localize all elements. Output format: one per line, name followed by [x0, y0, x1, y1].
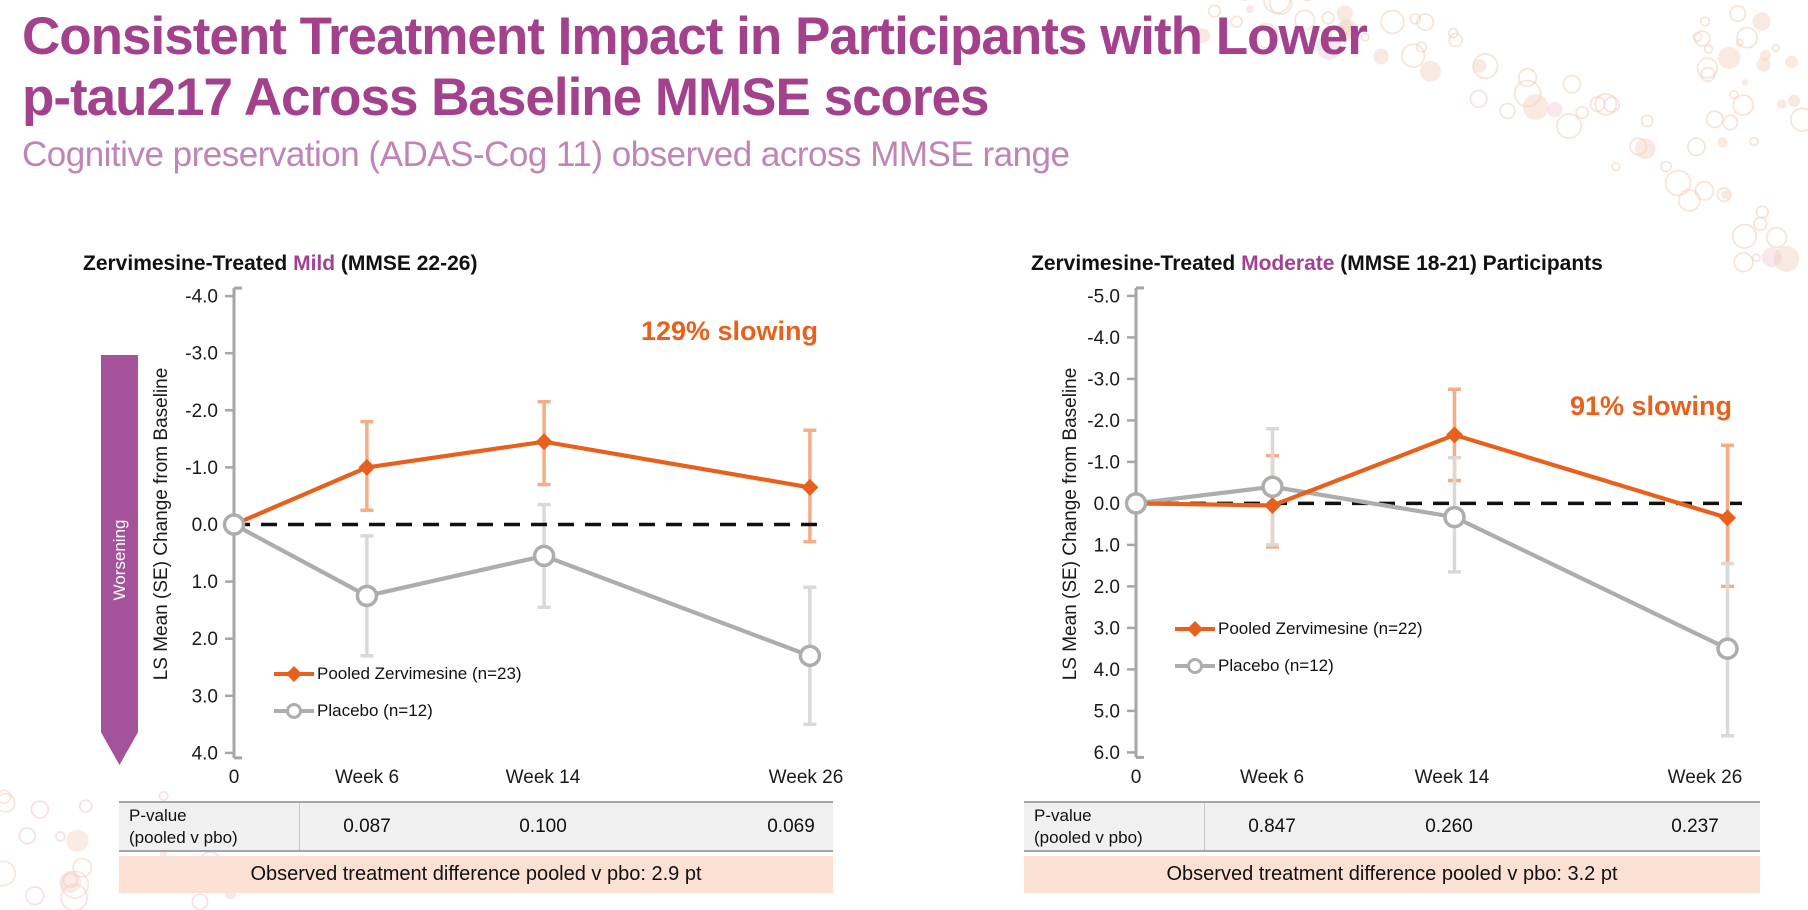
- x-tick-label: Week 6: [335, 767, 399, 788]
- y-tick-label: 5.0: [1094, 701, 1120, 722]
- x-tick-label: Week 14: [1415, 767, 1490, 788]
- placebo-marker: [798, 644, 822, 668]
- slide-header: Consistent Treatment Impact in Participa…: [22, 6, 1782, 175]
- treatment-difference-banner-left: Observed treatment difference pooled v p…: [119, 856, 833, 893]
- y-tick-label: -5.0: [1087, 286, 1120, 307]
- y-tick-label: 3.0: [192, 686, 218, 707]
- p-value-table-left: P-value (pooled v pbo) 0.087 0.100 0.069: [119, 801, 833, 852]
- y-axis-label-left: LS Mean (SE) Change from Baseline: [151, 367, 172, 681]
- legend-item-zervimesine: Pooled Zervimesine (n=22): [1174, 616, 1423, 642]
- placebo-line: [1135, 484, 1729, 651]
- y-tick-label: -2.0: [185, 401, 218, 422]
- treatment-difference-banner-right: Observed treatment difference pooled v p…: [1024, 856, 1760, 893]
- zervimesine-line: [233, 439, 811, 527]
- legend-item-zervimesine: Pooled Zervimesine (n=23): [273, 661, 522, 687]
- zervimesine-marker: [1264, 496, 1281, 514]
- severity-highlight: Moderate: [1241, 252, 1335, 275]
- placebo-line: [233, 522, 811, 658]
- legend-item-placebo: Placebo (n=12): [1174, 653, 1423, 679]
- zervimesine-line-icon: [274, 666, 314, 682]
- table-divider: [299, 803, 300, 850]
- zervimesine-marker: [1446, 426, 1463, 444]
- y-tick-label: -4.0: [185, 287, 218, 308]
- page-title-line2: p-tau217 Across Baseline MMSE scores: [22, 68, 989, 128]
- p-value-week14: 0.260: [1425, 815, 1473, 837]
- x-tick-label: 0: [1131, 767, 1142, 788]
- y-tick-label: 2.0: [192, 629, 218, 650]
- placebo-marker: [1124, 492, 1148, 515]
- x-tick-label: Week 6: [1240, 767, 1304, 788]
- y-axis-label-right: LS Mean (SE) Change from Baseline: [1060, 367, 1081, 681]
- legend-right: Pooled Zervimesine (n=22) Placebo (n=12): [1174, 616, 1423, 690]
- p-value-row-label: P-value (pooled v pbo): [1034, 805, 1143, 847]
- placebo-line-icon: [274, 703, 314, 719]
- placebo-marker: [1261, 475, 1284, 499]
- p-value-week6: 0.847: [1248, 815, 1296, 837]
- p-value-week14: 0.100: [519, 815, 567, 837]
- y-tick-label: -4.0: [1087, 328, 1120, 349]
- x-tick-label: Week 14: [506, 767, 581, 788]
- p-value-row-label: P-value (pooled v pbo): [129, 805, 238, 847]
- y-tick-label: -1.0: [185, 458, 218, 479]
- p-value-week26: 0.237: [1671, 815, 1719, 837]
- placebo-marker: [1443, 505, 1466, 529]
- placebo-line-icon: [1175, 658, 1215, 674]
- zervimesine-marker: [1719, 509, 1736, 527]
- y-tick-label: 2.0: [1094, 577, 1120, 598]
- table-divider: [1204, 803, 1205, 850]
- page-subtitle: Cognitive preservation (ADAS-Cog 11) obs…: [22, 134, 1070, 174]
- slowing-annotation-left: 129% slowing: [640, 316, 818, 346]
- y-tick-label: -1.0: [1087, 452, 1120, 473]
- p-value-week6: 0.087: [343, 815, 391, 837]
- y-tick-label: 4.0: [1094, 660, 1120, 681]
- x-tick-label: Week 26: [1668, 767, 1743, 788]
- page-title: Consistent Treatment Impact in Participa…: [22, 6, 1782, 129]
- y-tick-label: -2.0: [1087, 411, 1120, 432]
- y-tick-label: 4.0: [192, 743, 218, 764]
- zervimesine-marker: [801, 478, 819, 496]
- y-tick-label: 1.0: [192, 572, 218, 593]
- y-tick-label: 0.0: [192, 515, 218, 536]
- chart-left: -4.0 -3.0 -2.0 -1.0 0.0 1.0 2.0 3.0 4.0 0 Week 6 We…: [185, 286, 844, 788]
- x-tick-label: Week 26: [769, 767, 844, 788]
- placebo-marker: [532, 544, 556, 568]
- severity-highlight: Mild: [293, 252, 336, 275]
- legend-item-placebo: Placebo (n=12): [273, 698, 522, 724]
- zervimesine-marker: [358, 458, 376, 476]
- chart-title-right: Zervimesine-Treated Moderate (MMSE 18-21…: [1031, 252, 1603, 275]
- chart-title-left: Zervimesine-Treated Mild (MMSE 22-26): [83, 252, 478, 275]
- slowing-annotation-right: 91% slowing: [1569, 391, 1732, 421]
- placebo-marker: [222, 513, 246, 536]
- page-title-line1: Consistent Treatment Impact in Participa…: [22, 7, 1368, 66]
- zervimesine-line-icon: [1175, 621, 1215, 637]
- placebo-marker: [355, 584, 379, 608]
- x-tick-label: 0: [229, 767, 240, 788]
- y-tick-label: 6.0: [1094, 743, 1120, 764]
- y-tick-label: 0.0: [1094, 494, 1120, 515]
- y-tick-label: -3.0: [1087, 369, 1120, 390]
- chart-right: -5.0 -4.0 -3.0 -2.0 -1.0 0.0 1.0 2.0 3.0 4.0 5.0 6.…: [1087, 286, 1742, 788]
- zervimesine-line: [1135, 432, 1729, 520]
- worsening-arrow: Worsening: [101, 355, 138, 765]
- zervimesine-marker: [535, 433, 553, 451]
- y-tick-label: 3.0: [1094, 618, 1120, 639]
- p-value-week26: 0.069: [767, 815, 815, 837]
- p-value-table-right: P-value (pooled v pbo) 0.847 0.260 0.237: [1024, 801, 1760, 852]
- y-tick-label: 1.0: [1094, 535, 1120, 556]
- legend-left: Pooled Zervimesine (n=23) Placebo (n=12): [273, 661, 522, 735]
- y-tick-label: -3.0: [185, 344, 218, 365]
- placebo-marker: [1716, 637, 1739, 660]
